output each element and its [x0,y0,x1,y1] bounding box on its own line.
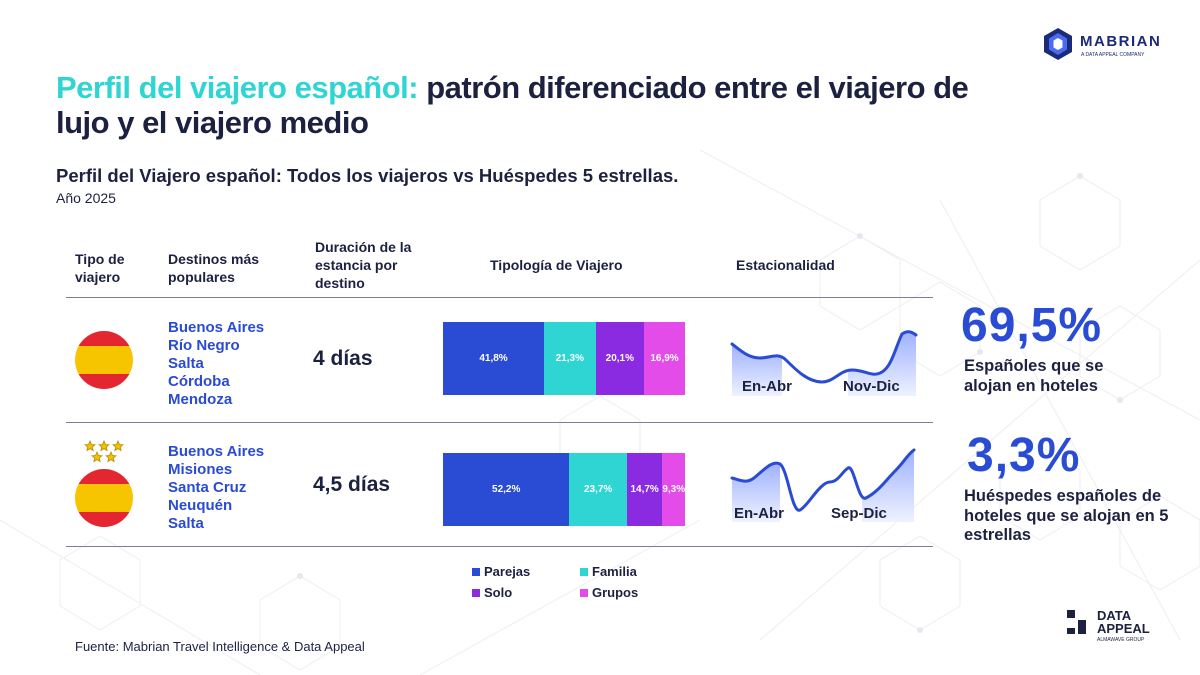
destination-item: Mendoza [168,391,233,408]
five-stars-icon [83,439,125,469]
season-label-start: En-Abr [742,378,792,395]
bar-segment-solo: 20,1% [595,322,645,395]
source-note: Fuente: Mabrian Travel Intelligence & Da… [75,639,365,654]
destination-item: Salta [168,355,204,372]
destination-item: Río Negro [168,337,240,354]
legend-swatch [580,567,588,576]
destination-item: Salta [168,515,204,532]
year-label: Año 2025 [56,190,116,206]
hexagon-logo-icon [1044,28,1072,60]
bar-segment-familia: 23,7% [569,453,627,526]
bar-data-label: 16,9% [650,353,679,364]
bar-segment-familia: 21,3% [544,322,596,395]
seasonality-chart [730,318,920,398]
bar-segment-parejas: 41,8% [443,322,545,395]
duration-value: 4,5 días [313,473,391,496]
column-header-tipologia: Tipología de Viajero [490,257,623,273]
seasonality-curve [730,448,916,522]
legend-swatch [472,567,480,576]
bar-segment-grupos: 16,9% [644,322,685,395]
mabrian-logo: MABRIAN A DATA APPEAL COMPANY [1041,27,1166,63]
bar-data-label: 21,3% [555,353,584,364]
chart-legend: Parejas Familia Solo Grupos [472,564,672,604]
mabrian-name: MABRIAN [1080,33,1162,50]
season-label-end: Nov-Dic [843,378,900,395]
legend-swatch [472,588,480,597]
destination-item: Neuquén [168,497,233,514]
bar-data-label: 52,2% [492,484,521,495]
chart-subtitle: Perfil del Viajero español: Todos los vi… [56,165,679,186]
destination-item: Misiones [168,461,233,478]
separator-bottom [66,546,933,547]
duration-value: 4 días [313,347,373,370]
destination-item: Buenos Aires [168,319,265,336]
legend-item-solo: Solo [472,585,512,600]
legend-label: Solo [484,585,513,600]
season-label-end: Sep-Dic [831,505,887,522]
kpi-value-five-star: 3,3% [967,429,1081,482]
bar-data-label: 23,7% [583,484,613,495]
page-title: Perfil del viajero español: patrón difer… [56,70,996,140]
column-header-destinos: Destinos más populares [168,251,260,285]
data-appeal-tagline: ALMAWAVE GROUP [1097,637,1145,643]
spain-flag-icon [75,469,133,532]
season-line [730,330,918,384]
title-rest: patrón diferenciado entre el viajero de … [56,70,969,140]
bar-data-label: 9,3% [662,484,685,495]
column-header-tipo: Tipo de viajero [75,251,125,285]
season-highlight-area [732,463,780,522]
bar-data-label: 14,7% [630,484,659,495]
season-highlight-area [862,450,914,522]
legend-label: Parejas [484,564,531,579]
kpi-label-hotels: Españoles que se alojan en hoteles [964,357,1104,395]
seasonality-chart [730,442,920,524]
data-appeal-line1: DATA [1097,608,1132,623]
legend-item-parejas: Parejas [472,564,530,579]
destination-item: Buenos Aires [168,443,265,460]
destination-item: Córdoba [168,373,230,390]
destinations-list: Buenos Aires Río Negro Salta Córdoba Men… [168,319,264,409]
column-header-estacionalidad: Estacionalidad [736,257,835,273]
bar-segment-parejas: 52,2% [443,453,570,526]
kpi-value-hotels: 69,5% [961,299,1103,352]
destination-item: Santa Cruz [168,479,247,496]
legend-label: Grupos [592,585,639,600]
bar-data-label: 20,1% [605,353,634,364]
destinations-list: Buenos Aires Misiones Santa Cruz Neuquén… [168,443,264,533]
data-appeal-mark-icon [1067,610,1086,634]
legend-swatch [580,588,588,597]
title-highlight: Perfil del viajero español: [56,70,419,105]
season-label-start: En-Abr [734,505,784,522]
column-header-duracion: Duración de la estancia por destino [315,239,412,291]
separator-top [66,297,933,298]
legend-item-grupos: Grupos [580,585,638,600]
data-appeal-line2: APPEAL [1097,621,1150,636]
spain-flag-icon [75,331,133,394]
seasonality-curve [730,330,918,396]
bar-data-label: 41,8% [479,353,508,364]
legend-item-familia: Familia [580,564,637,579]
kpi-label-five-star: Huéspedes españoles de hoteles que se al… [964,487,1169,544]
stacked-bar-all-travellers: 41,8% 21,3% 20,1% 16,9% [443,322,685,395]
mabrian-tagline: A DATA APPEAL COMPANY [1081,52,1145,58]
bar-segment-solo: 14,7% [626,453,663,526]
bar-segment-grupos: 9,3% [662,453,685,526]
data-appeal-logo: DATA APPEAL ALMAWAVE GROUP [1067,608,1177,650]
separator-middle [66,422,933,423]
stacked-bar-five-star: 52,2% 23,7% 14,7% 9,3% [443,453,685,526]
legend-label: Familia [592,564,637,579]
season-highlight-area [848,331,916,396]
season-line [730,448,916,512]
